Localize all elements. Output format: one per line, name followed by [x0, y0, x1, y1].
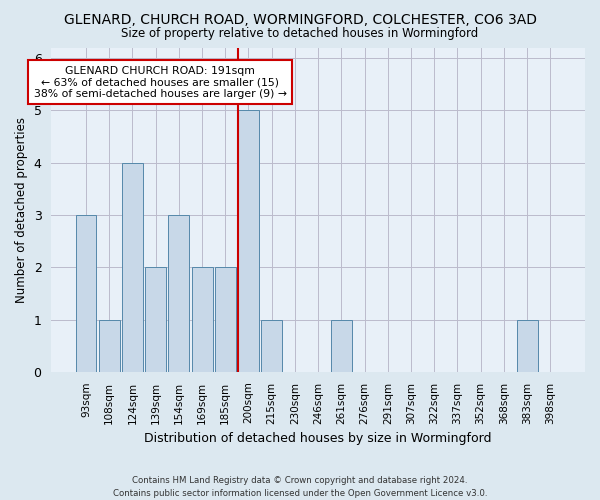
Text: GLENARD, CHURCH ROAD, WORMINGFORD, COLCHESTER, CO6 3AD: GLENARD, CHURCH ROAD, WORMINGFORD, COLCH… [64, 12, 536, 26]
Bar [331, 320, 352, 372]
Y-axis label: Number of detached properties: Number of detached properties [15, 116, 28, 302]
Bar [145, 267, 166, 372]
Bar [215, 267, 236, 372]
Text: Contains HM Land Registry data © Crown copyright and database right 2024.
Contai: Contains HM Land Registry data © Crown c… [113, 476, 487, 498]
Text: Size of property relative to detached houses in Wormingford: Size of property relative to detached ho… [121, 28, 479, 40]
Bar [261, 320, 282, 372]
Bar [122, 162, 143, 372]
Bar [517, 320, 538, 372]
Bar [238, 110, 259, 372]
Text: GLENARD CHURCH ROAD: 191sqm
← 63% of detached houses are smaller (15)
38% of sem: GLENARD CHURCH ROAD: 191sqm ← 63% of det… [34, 66, 287, 99]
Bar [191, 267, 212, 372]
Bar [76, 215, 97, 372]
Bar [169, 215, 189, 372]
X-axis label: Distribution of detached houses by size in Wormingford: Distribution of detached houses by size … [145, 432, 492, 445]
Bar [99, 320, 119, 372]
